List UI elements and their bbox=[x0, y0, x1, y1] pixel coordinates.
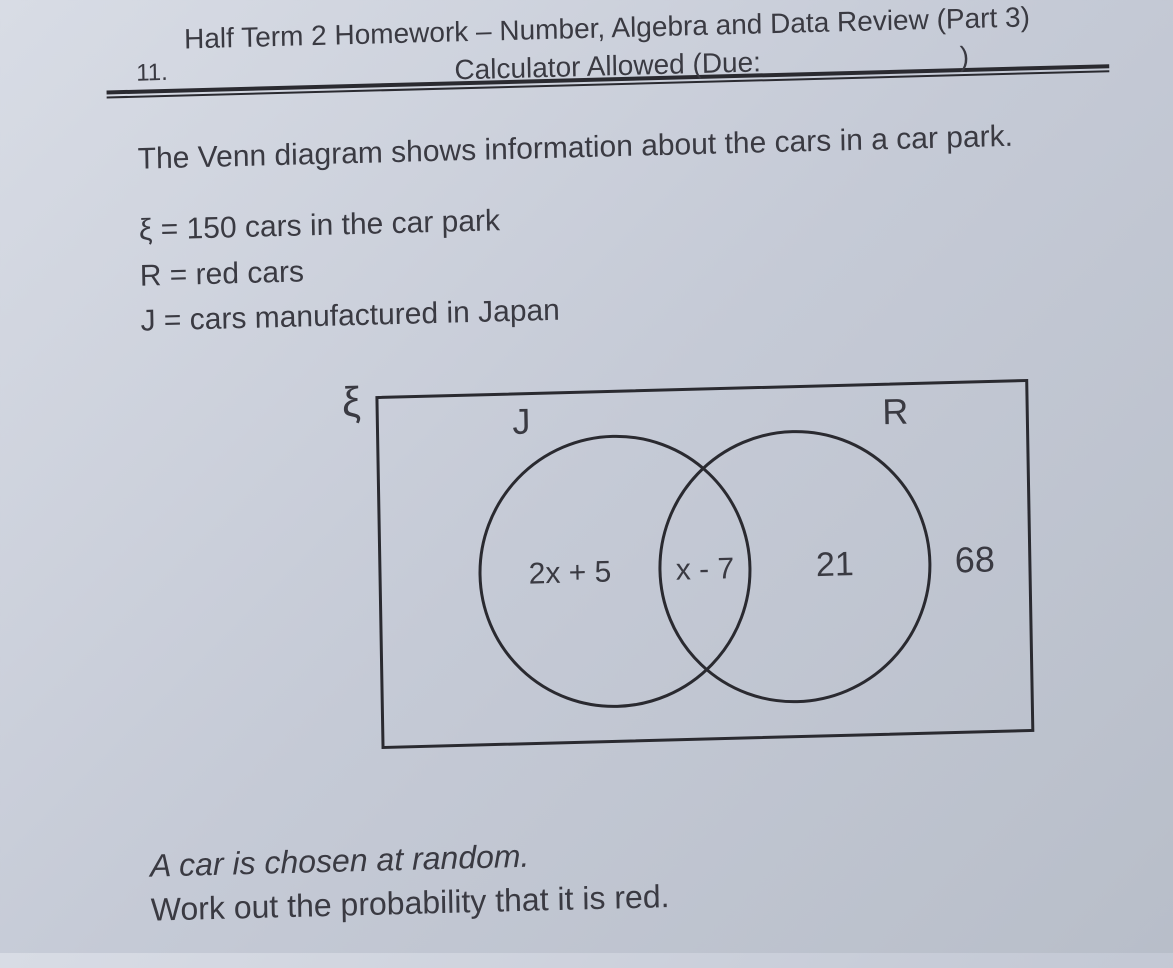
question-prompt: A car is chosen at random. Work out the … bbox=[150, 818, 1104, 933]
venn-diagram: ξ J R 2x + 5 x - 7 21 68 bbox=[321, 350, 1048, 769]
venn-region-outside: 68 bbox=[954, 538, 995, 580]
venn-region-R-only: 21 bbox=[816, 545, 854, 584]
question-intro: The Venn diagram shows information about… bbox=[137, 112, 1090, 180]
venn-svg: ξ J R 2x + 5 x - 7 21 68 bbox=[321, 350, 1048, 769]
venn-universal-label: ξ bbox=[342, 378, 362, 425]
set-definitions: ξ = 150 cars in the car park R = red car… bbox=[139, 184, 1094, 343]
venn-region-J-only: 2x + 5 bbox=[528, 555, 611, 590]
question-body: The Venn diagram shows information about… bbox=[107, 72, 1124, 934]
header-due-prefix: Calculator Allowed (Due: bbox=[454, 46, 761, 85]
header-due-close: ) bbox=[959, 38, 969, 76]
worksheet-page: Half Term 2 Homework – Number, Algebra a… bbox=[0, 0, 1173, 968]
venn-set-label-R: R bbox=[882, 390, 909, 432]
venn-region-intersection: x - 7 bbox=[675, 552, 734, 587]
venn-set-label-J: J bbox=[512, 400, 531, 441]
